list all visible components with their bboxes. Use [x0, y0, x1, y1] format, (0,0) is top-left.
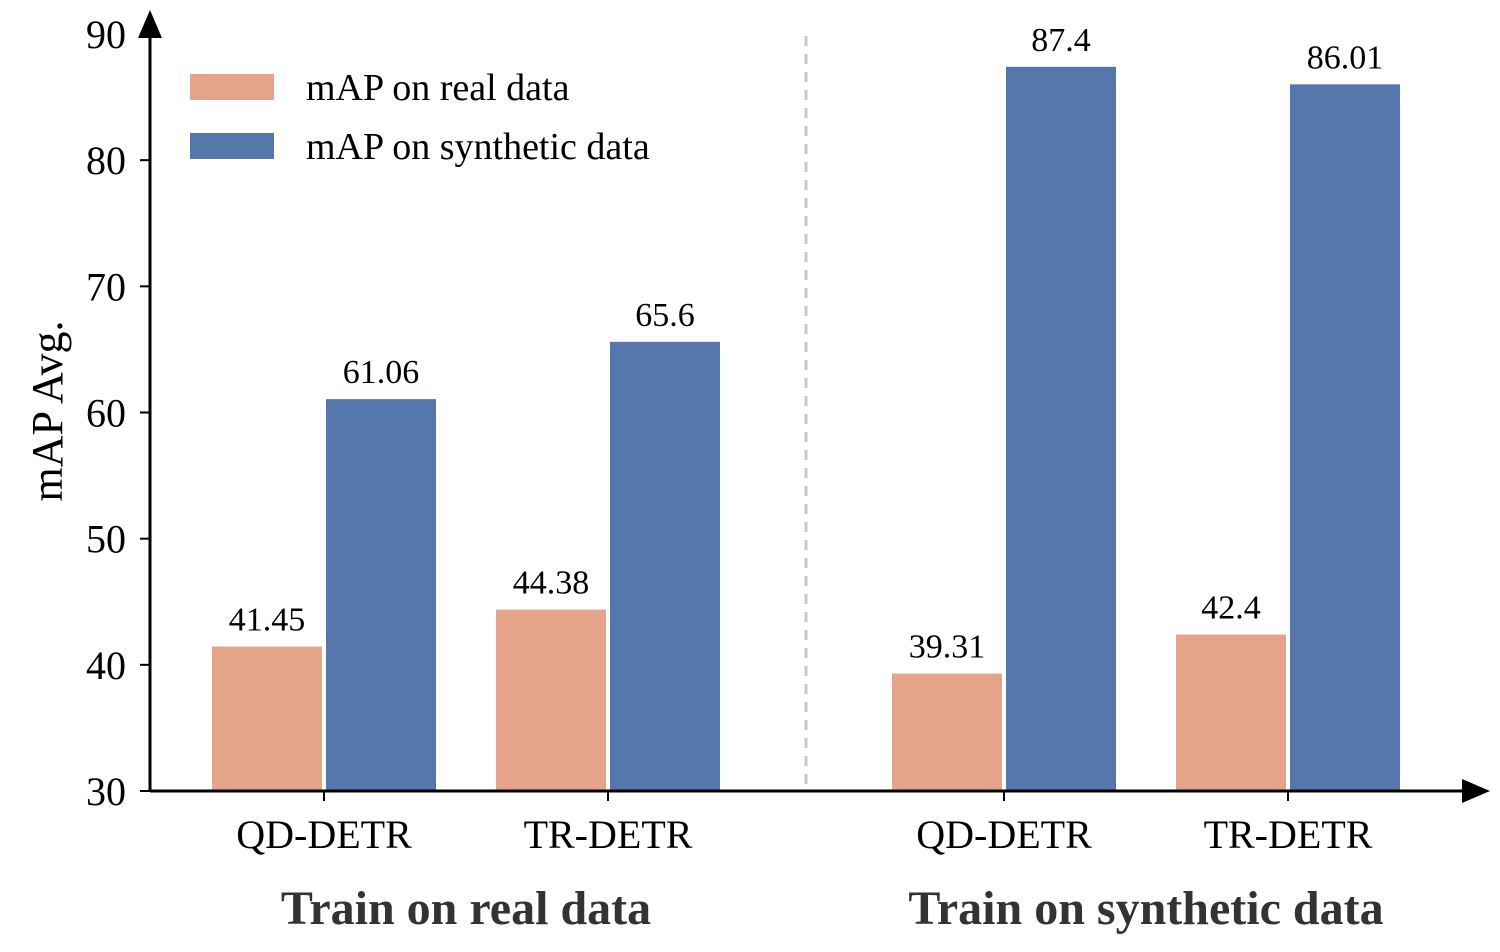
bar-real	[892, 673, 1002, 791]
bar-value-label: 44.38	[513, 565, 590, 602]
y-tick-label: 30	[86, 769, 126, 814]
y-tick-label: 90	[86, 12, 126, 57]
x-category-label: QD-DETR	[236, 812, 412, 857]
group-label: Train on synthetic data	[908, 882, 1383, 935]
x-category-label: TR-DETR	[1204, 812, 1373, 857]
bar-value-label: 39.31	[909, 629, 986, 666]
x-category-label: QD-DETR	[916, 812, 1092, 857]
bar-value-label: 65.6	[635, 297, 695, 334]
bar-real	[1176, 634, 1286, 791]
y-tick-label: 50	[86, 517, 126, 562]
bar-synthetic	[610, 341, 720, 791]
x-axis-arrow	[1462, 779, 1490, 803]
legend-label-real: mAP on real data	[306, 67, 570, 109]
y-axis-arrow	[138, 10, 162, 38]
bar-value-label: 86.01	[1307, 39, 1384, 76]
y-tick-label: 40	[86, 643, 126, 688]
bar-synthetic	[1290, 84, 1400, 791]
bar-value-label: 87.4	[1031, 22, 1091, 59]
bar-real	[496, 609, 606, 791]
group-label: Train on real data	[281, 882, 651, 935]
y-tick-label: 70	[86, 264, 126, 309]
bar-real	[212, 646, 322, 791]
legend-swatch-synthetic	[190, 133, 274, 159]
y-tick-label: 60	[86, 391, 126, 436]
legend: mAP on real data mAP on synthetic data	[190, 67, 650, 168]
legend-label-synthetic: mAP on synthetic data	[306, 126, 650, 168]
legend-swatch-real	[190, 74, 274, 100]
y-tick-label: 80	[86, 138, 126, 183]
bar-value-label: 61.06	[343, 354, 420, 391]
bar-value-label: 41.45	[229, 602, 306, 639]
bar-synthetic	[1006, 66, 1116, 791]
x-category-label: TR-DETR	[524, 812, 693, 857]
y-axis-title: mAP Avg.	[23, 321, 72, 502]
bar-synthetic	[326, 399, 436, 791]
bar-value-label: 42.4	[1201, 590, 1261, 627]
